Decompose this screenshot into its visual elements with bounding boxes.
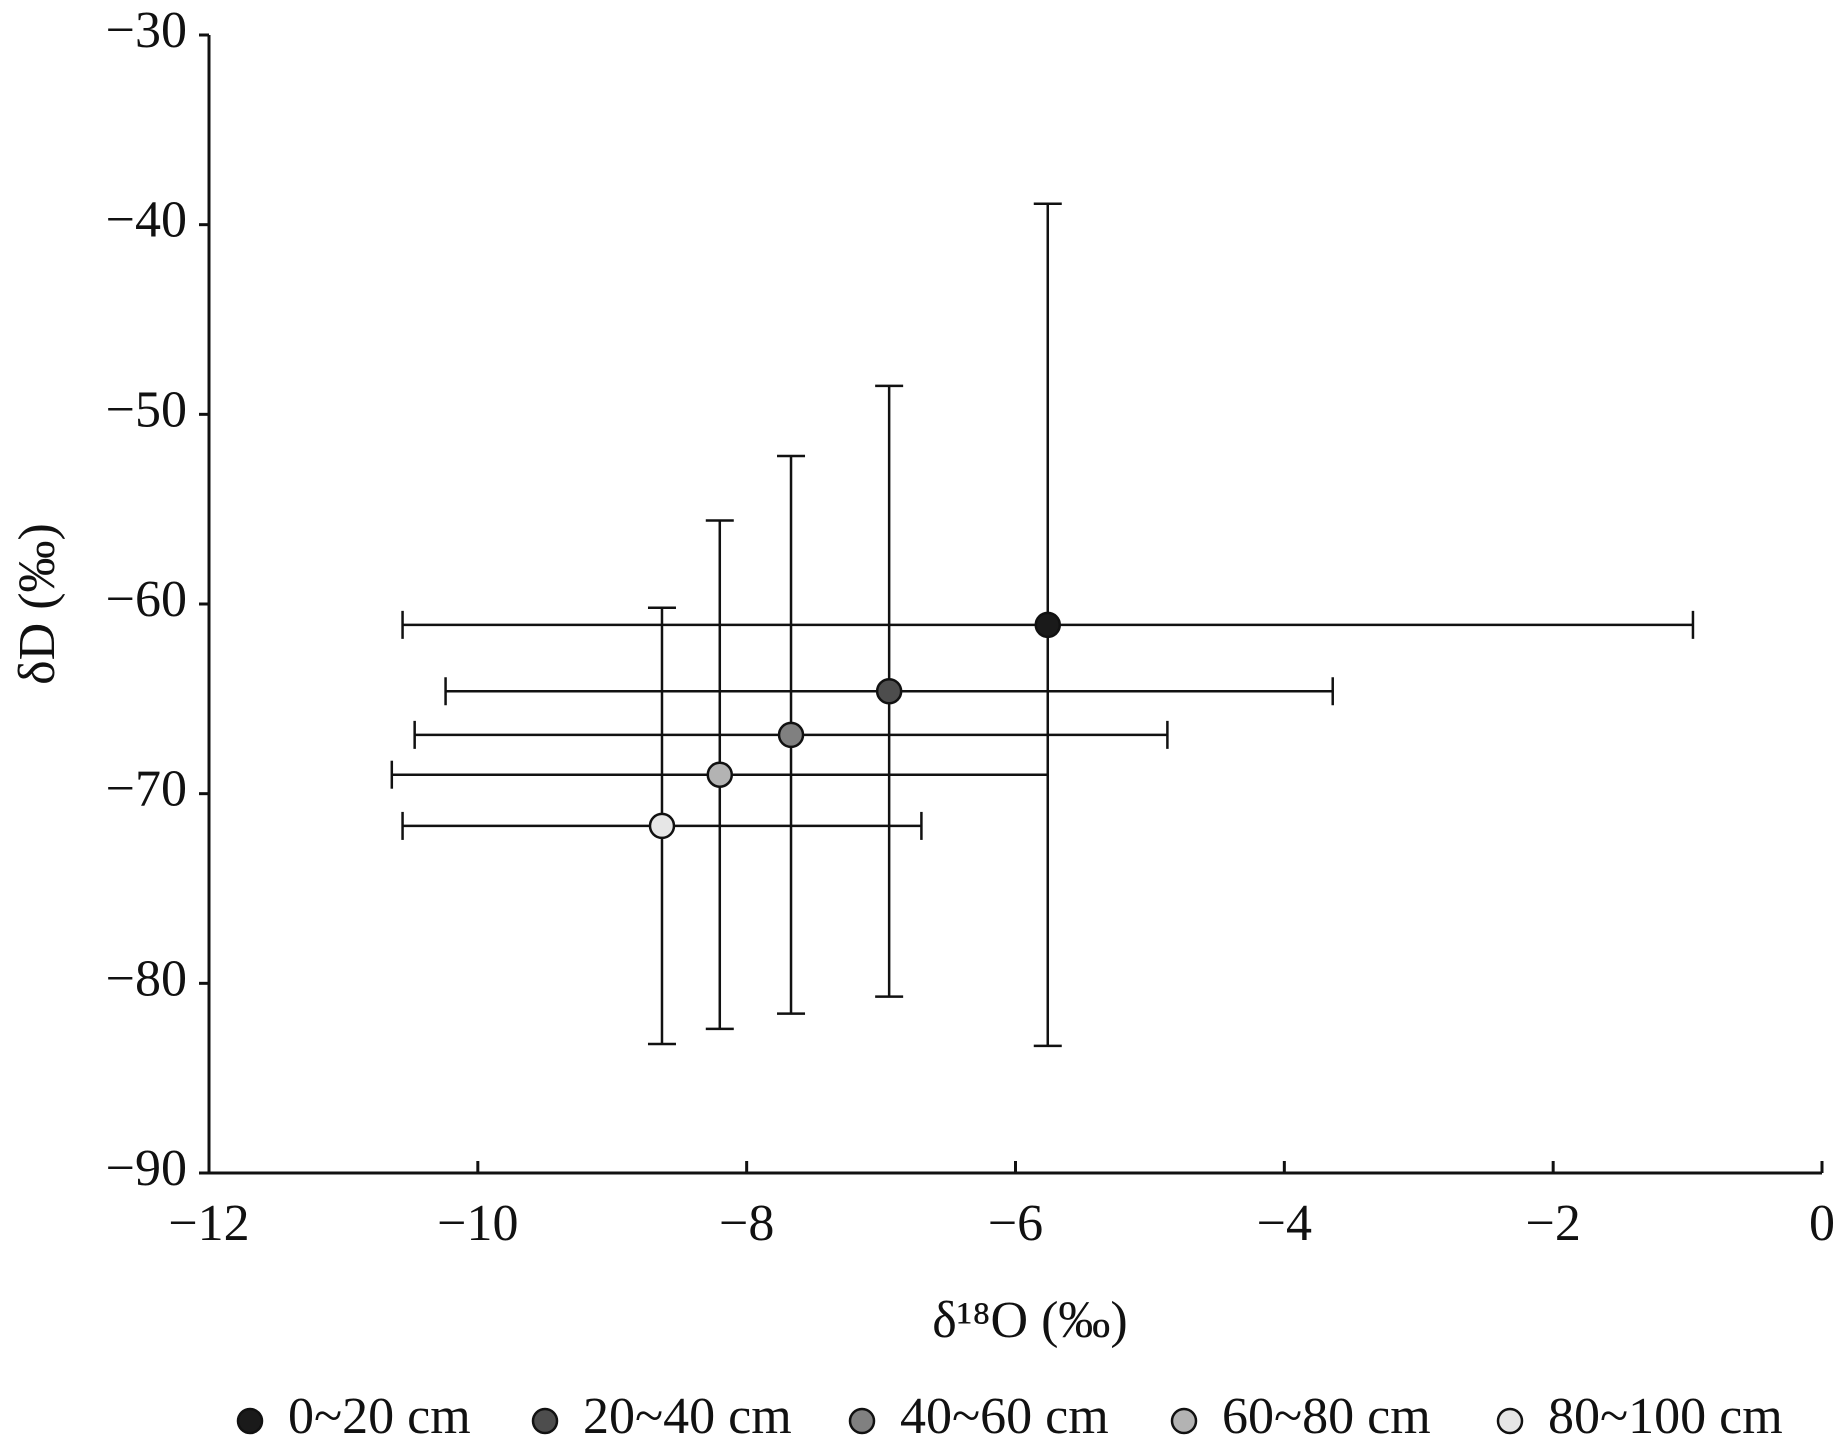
y-tick-label: −90: [106, 1140, 187, 1197]
legend-marker: [1170, 1407, 1198, 1435]
point: [706, 761, 734, 788]
y-tick-label: −50: [106, 381, 187, 438]
x-axis-label: δ¹⁸O (‰): [932, 1292, 1127, 1349]
y-axis-label: δD (‰): [9, 523, 66, 685]
legend-label: 60~80 cm: [1222, 1388, 1431, 1445]
legend-label: 0~20 cm: [288, 1388, 471, 1445]
legend-label: 40~60 cm: [900, 1388, 1109, 1445]
legend-label: 20~40 cm: [583, 1388, 792, 1445]
x-tick-label: −10: [437, 1195, 518, 1252]
point: [1034, 611, 1062, 639]
x-tick-label: −12: [168, 1195, 249, 1252]
x-tick-label: 0: [1809, 1195, 1835, 1252]
y-tick-label: −70: [106, 761, 187, 818]
y-tick-label: −60: [106, 571, 187, 628]
point: [777, 721, 805, 749]
y-tick-label: −80: [106, 950, 187, 1007]
legend-label: 80~100 cm: [1548, 1388, 1783, 1445]
y-tick-label: −30: [106, 2, 187, 59]
legend-marker: [236, 1407, 264, 1435]
point: [648, 812, 676, 840]
x-tick-label: −8: [719, 1195, 774, 1252]
legend-marker: [1496, 1407, 1524, 1435]
point: [875, 677, 903, 705]
legend-marker: [531, 1407, 559, 1435]
y-tick-label: −40: [106, 192, 187, 249]
x-tick-label: −4: [1257, 1195, 1312, 1252]
legend-marker: [848, 1407, 876, 1435]
x-tick-label: −2: [1526, 1195, 1581, 1252]
x-tick-label: −6: [988, 1195, 1043, 1252]
